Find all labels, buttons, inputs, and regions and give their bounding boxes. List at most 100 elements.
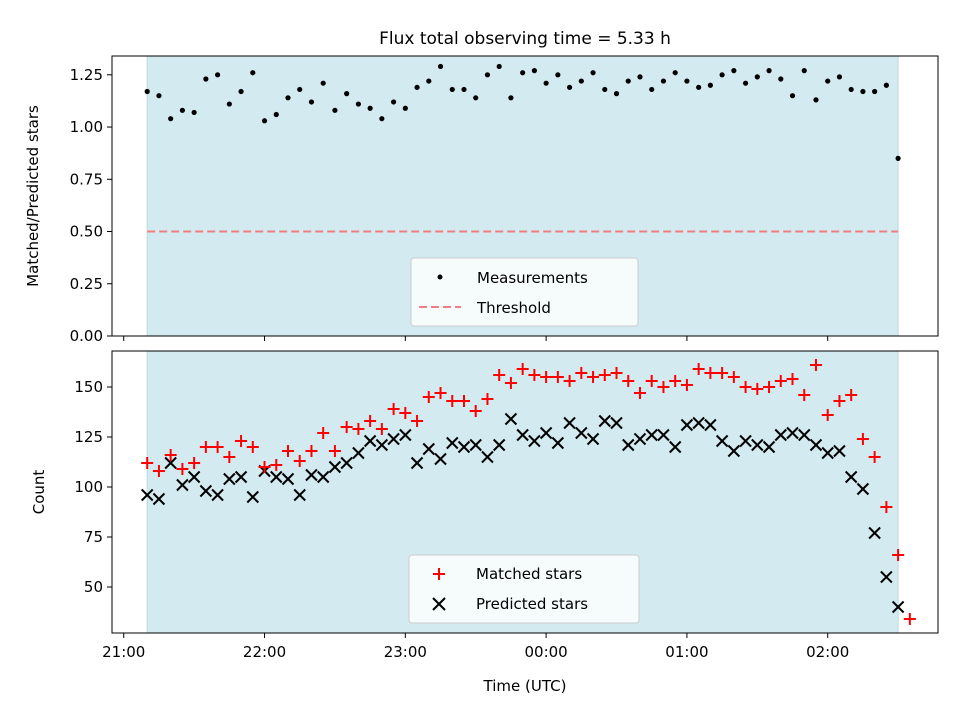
bottom-y-tick-label: 100 <box>74 478 103 496</box>
measurement-point <box>285 95 291 101</box>
measurement-point <box>156 93 162 99</box>
measurement-point <box>766 68 772 74</box>
measurement-point <box>637 74 643 80</box>
measurement-point <box>191 109 197 116</box>
predicted-star-point <box>809 438 823 452</box>
matched-star-point <box>633 387 646 399</box>
matched-star-point <box>680 379 693 391</box>
top-y-tick-label: 0.25 <box>70 275 103 293</box>
measurement-point <box>719 72 725 78</box>
measurement-point <box>449 86 455 93</box>
predicted-star-point <box>751 438 764 452</box>
matched-star-point <box>305 445 318 457</box>
predicted-star-point <box>633 432 647 446</box>
predicted-star-point <box>246 490 260 504</box>
predicted-star-point <box>422 442 435 456</box>
matched-star-point <box>328 445 341 457</box>
measurement-point <box>895 155 901 161</box>
bottom-legend-box <box>408 554 640 624</box>
measurement-point <box>848 86 854 93</box>
matched-star-point <box>387 403 400 415</box>
matched-star-point <box>880 501 893 513</box>
top-y-tick-label: 1.00 <box>70 118 103 136</box>
measurement-point <box>320 80 326 86</box>
predicted-star-point <box>316 470 330 484</box>
measurement-point <box>144 88 150 95</box>
measurement-point <box>508 95 514 101</box>
matched-star-point <box>563 375 576 387</box>
x-tick-label: 21:00 <box>102 643 145 661</box>
matched-star-point <box>692 363 705 375</box>
matched-star-point <box>188 457 201 469</box>
predicted-star-point <box>481 450 494 464</box>
predicted-star-point <box>399 428 412 442</box>
matched-star-point <box>352 423 365 435</box>
matched-star-point <box>258 461 271 473</box>
measurement-point <box>543 80 549 86</box>
top-panel-frame <box>111 55 939 337</box>
matched-star-point <box>516 363 529 375</box>
matched-star-point <box>270 459 283 471</box>
bottom-y-axis-ticks: 50 75 100 125 150 <box>74 378 112 596</box>
measurement-point <box>273 111 279 118</box>
measurement-point <box>801 68 807 74</box>
bottom-y-axis-label: Count <box>30 470 48 515</box>
predicted-star-point <box>352 446 365 460</box>
predicted-star-point <box>176 478 189 492</box>
matched-star-point <box>845 389 858 401</box>
legend-label-predicted: Predicted stars <box>476 595 588 613</box>
matched-star-point <box>657 381 670 393</box>
matched-star-point <box>892 549 905 561</box>
predicted-star-point <box>821 446 834 460</box>
top-x-axis-ticks <box>123 336 829 341</box>
measurement-point <box>332 107 338 113</box>
measurement-point <box>883 82 889 88</box>
bottom-legend: Matched stars Predicted stars <box>408 554 640 624</box>
matched-star-point <box>704 367 717 379</box>
x-tick-label: 23:00 <box>384 643 427 661</box>
legend-marker-measurements <box>437 274 443 280</box>
matched-star-point <box>152 465 165 477</box>
matched-star-point <box>903 613 916 625</box>
predicted-star-point <box>211 488 224 502</box>
measurement-point <box>168 116 174 122</box>
matched-star-point <box>493 369 506 381</box>
matched-star-point <box>739 381 752 393</box>
matched-star-point <box>598 369 611 381</box>
legend-label-measurements: Measurements <box>477 269 588 287</box>
x-tick-label: 00:00 <box>525 643 568 661</box>
matched-star-point <box>763 381 776 393</box>
predicted-star-point <box>375 438 389 452</box>
predicted-star-point <box>739 434 752 448</box>
matched-star-point <box>774 375 787 387</box>
matched-star-point <box>551 371 564 383</box>
matched-star-point <box>457 395 470 407</box>
matched-star-point <box>528 369 541 381</box>
measurement-point <box>484 72 491 78</box>
predicted-star-point <box>610 416 623 430</box>
measurement-point <box>696 84 702 90</box>
predicted-star-point <box>762 440 776 454</box>
measurement-point <box>426 78 432 84</box>
bottom-y-tick-label: 50 <box>84 578 103 596</box>
matched-star-point <box>868 451 881 463</box>
matched-star-point <box>833 395 846 407</box>
predicted-star-point <box>387 432 400 446</box>
matched-star-point <box>645 375 658 387</box>
measurement-point <box>437 63 444 70</box>
predicted-star-point <box>833 444 846 458</box>
predicted-star-point <box>305 468 318 482</box>
predicted-star-point <box>868 526 881 540</box>
matched-star-point <box>364 415 377 427</box>
predicted-star-point <box>774 428 787 442</box>
bottom-panel-frame <box>111 350 939 634</box>
x-tick-label: 02:00 <box>806 643 849 661</box>
predicted-star-point <box>516 428 529 442</box>
matched-star-point <box>164 449 177 461</box>
top-legend: Measurements Threshold <box>410 257 639 327</box>
measurement-point <box>355 101 361 107</box>
top-y-tick-label: 1.25 <box>70 66 103 84</box>
predicted-star-point <box>140 488 154 502</box>
measurement-point <box>226 101 232 107</box>
top-panel: 0.00 0.25 0.50 0.75 1.00 1.25 Matched/Predict… <box>24 55 939 345</box>
